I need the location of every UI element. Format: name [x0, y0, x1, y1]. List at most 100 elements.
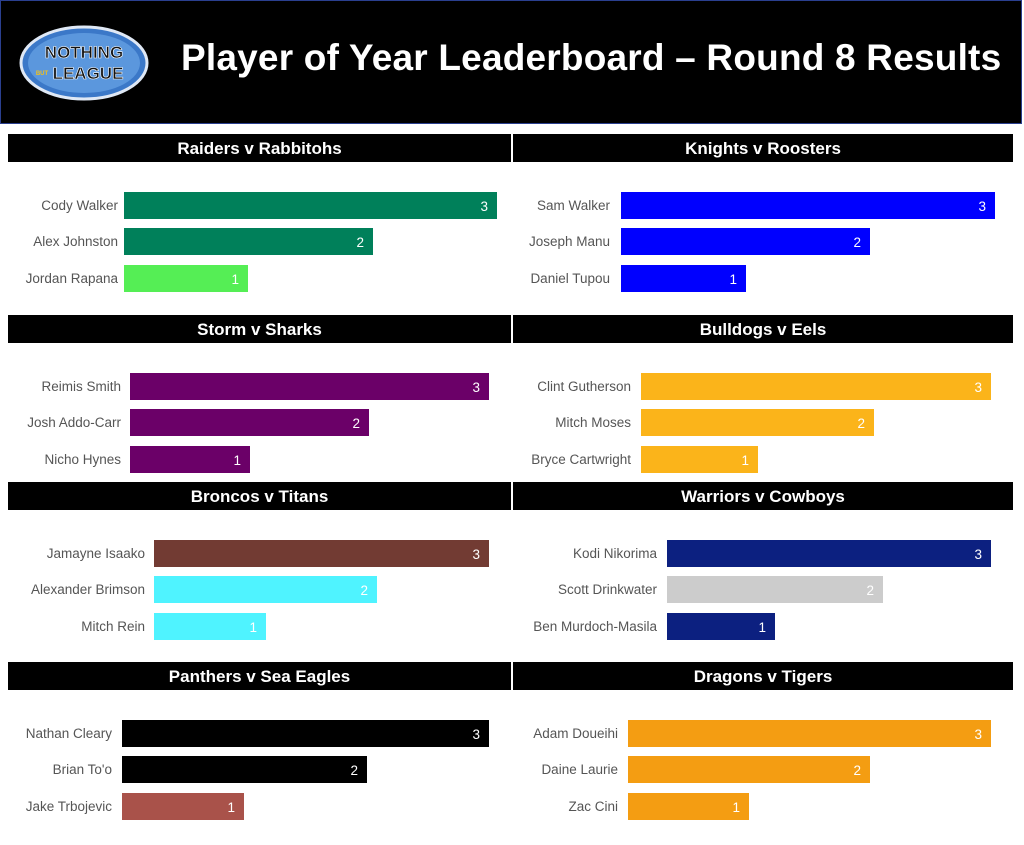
data-label: 1	[249, 620, 257, 635]
player-name-label: Daniel Tupou	[530, 271, 610, 286]
data-label: 2	[360, 583, 368, 598]
data-label: 3	[472, 380, 480, 395]
bar[interactable]	[122, 793, 244, 820]
nothing-but-league-logo: NOTHING BUT LEAGUE	[19, 25, 149, 101]
data-label: 3	[472, 727, 480, 742]
bar-row: Scott Drinkwater 2	[513, 576, 1013, 603]
bar[interactable]	[667, 576, 883, 603]
player-name-label: Reimis Smith	[41, 379, 121, 394]
data-label: 2	[853, 763, 861, 778]
player-name-label: Mitch Rein	[81, 619, 145, 634]
bar-row: Jake Trbojevic 1	[8, 793, 511, 820]
bar[interactable]	[667, 540, 991, 567]
bar-row: Cody Walker 3	[8, 192, 511, 219]
bar-row: Zac Cini 1	[513, 793, 1013, 820]
match-chart: Raiders v Rabbitohs Cody Walker 3 Alex John…	[8, 134, 511, 299]
bar[interactable]	[621, 192, 995, 219]
bar-row: Adam Doueihi 3	[513, 720, 1013, 747]
player-name-label: Josh Addo-Carr	[27, 415, 121, 430]
data-label: 3	[974, 547, 982, 562]
match-chart: Broncos v Titans Jamayne Isaako 3 Alexander…	[8, 482, 511, 647]
player-name-label: Adam Doueihi	[533, 726, 618, 741]
data-label: 1	[741, 453, 749, 468]
bar-row: Nicho Hynes 1	[8, 446, 511, 473]
bar-row: Alexander Brimson 2	[8, 576, 511, 603]
player-name-label: Cody Walker	[41, 198, 118, 213]
data-label: 1	[227, 800, 235, 815]
bar[interactable]	[130, 409, 369, 436]
data-label: 3	[974, 727, 982, 742]
data-label: 2	[356, 235, 364, 250]
bar-row: Jordan Rapana 1	[8, 265, 511, 292]
bar[interactable]	[667, 613, 775, 640]
chart-title: Warriors v Cowboys	[513, 482, 1013, 510]
bar[interactable]	[154, 540, 489, 567]
chart-title: Broncos v Titans	[8, 482, 511, 510]
bar-row: Daniel Tupou 1	[513, 265, 1013, 292]
data-label: 1	[758, 620, 766, 635]
bar[interactable]	[641, 409, 874, 436]
svg-text:LEAGUE: LEAGUE	[53, 64, 124, 83]
bar[interactable]	[154, 576, 377, 603]
bar[interactable]	[621, 228, 870, 255]
bar[interactable]	[122, 756, 367, 783]
chart-title: Raiders v Rabbitohs	[8, 134, 511, 162]
chart-title: Panthers v Sea Eagles	[8, 662, 511, 690]
bar[interactable]	[122, 720, 489, 747]
player-name-label: Jamayne Isaako	[46, 546, 145, 561]
data-label: 2	[866, 583, 874, 598]
data-label: 2	[853, 235, 861, 250]
bar[interactable]	[124, 228, 373, 255]
bar[interactable]	[124, 192, 497, 219]
bar-row: Clint Gutherson 3	[513, 373, 1013, 400]
match-chart: Warriors v Cowboys Kodi Nikorima 3 Scott Dr…	[513, 482, 1013, 647]
bar[interactable]	[641, 373, 991, 400]
bar-row: Brian To'o 2	[8, 756, 511, 783]
bar[interactable]	[628, 756, 870, 783]
bar[interactable]	[621, 265, 746, 292]
data-label: 1	[231, 272, 239, 287]
svg-text:NOTHING: NOTHING	[45, 43, 123, 62]
player-name-label: Brian To'o	[52, 762, 112, 777]
player-name-label: Nathan Cleary	[25, 726, 112, 741]
match-chart: Dragons v Tigers Adam Doueihi 3 Daine Lauri…	[513, 662, 1013, 827]
player-name-label: Ben Murdoch-Masila	[533, 619, 657, 634]
chart-title: Storm v Sharks	[8, 315, 511, 343]
player-name-label: Sam Walker	[536, 198, 610, 213]
svg-text:BUT: BUT	[36, 71, 49, 77]
match-chart: Storm v Sharks Reimis Smith 3 Josh Addo-Car…	[8, 315, 511, 480]
data-label: 1	[729, 272, 737, 287]
player-name-label: Joseph Manu	[528, 234, 610, 249]
data-label: 3	[480, 199, 488, 214]
player-name-label: Kodi Nikorima	[572, 546, 657, 561]
data-label: 2	[857, 416, 865, 431]
bar-row: Daine Laurie 2	[513, 756, 1013, 783]
bar[interactable]	[628, 720, 991, 747]
match-chart: Bulldogs v Eels Clint Gutherson 3 Mitch Mos…	[513, 315, 1013, 480]
chart-title: Dragons v Tigers	[513, 662, 1013, 690]
header-banner: NOTHING BUT LEAGUE Player of Year Leader…	[0, 0, 1022, 124]
bar[interactable]	[130, 373, 489, 400]
bar[interactable]	[641, 446, 758, 473]
data-label: 3	[472, 547, 480, 562]
data-label: 1	[732, 800, 740, 815]
data-label: 3	[974, 380, 982, 395]
match-chart: Panthers v Sea Eagles Nathan Cleary 3 Brian…	[8, 662, 511, 827]
bar[interactable]	[124, 265, 248, 292]
match-chart: Knights v Roosters Sam Walker 3 Joseph Manu…	[513, 134, 1013, 299]
player-name-label: Jake Trbojevic	[25, 799, 112, 814]
player-name-label: Clint Gutherson	[537, 379, 631, 394]
bar-row: Jamayne Isaako 3	[8, 540, 511, 567]
player-name-label: Alexander Brimson	[30, 582, 145, 597]
bar-row: Mitch Moses 2	[513, 409, 1013, 436]
player-name-label: Alex Johnston	[33, 234, 118, 249]
bar-row: Ben Murdoch-Masila 1	[513, 613, 1013, 640]
player-name-label: Zac Cini	[568, 799, 618, 814]
bar-row: Mitch Rein 1	[8, 613, 511, 640]
bar-row: Kodi Nikorima 3	[513, 540, 1013, 567]
bar[interactable]	[628, 793, 749, 820]
data-label: 2	[352, 416, 360, 431]
player-name-label: Bryce Cartwright	[531, 452, 631, 467]
bar[interactable]	[130, 446, 250, 473]
bar[interactable]	[154, 613, 266, 640]
